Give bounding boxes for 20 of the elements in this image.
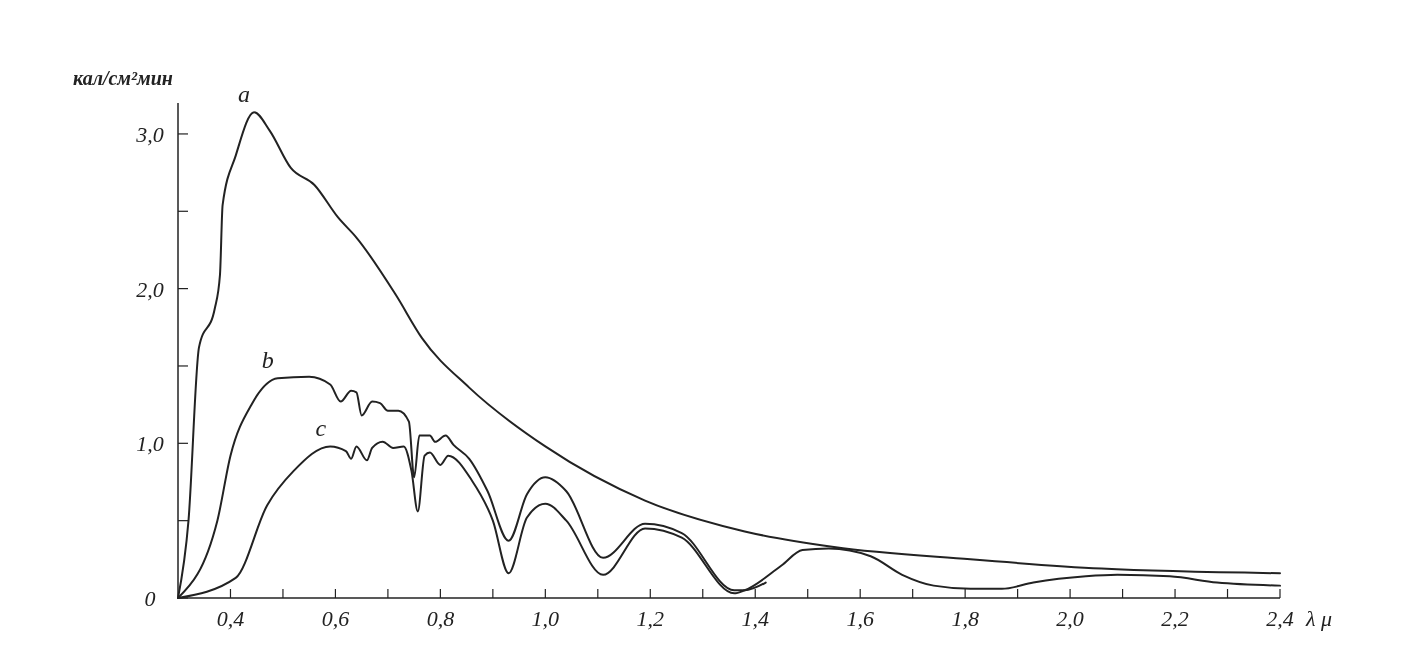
x-tick-label: 1,4 [741,606,769,631]
x-tick-label: 1,6 [846,606,874,631]
x-tick-label: 2,4 [1266,606,1294,631]
x-tick-label: 1,0 [531,606,560,631]
y-tick-label: 2,0 [136,276,164,302]
y-tick-label: 1,0 [136,431,164,457]
x-tick-label: 1,2 [636,606,665,631]
series-label: c [315,415,327,442]
x-axis-title: λ μ [1305,606,1333,631]
x-tick-label: 1,8 [951,606,979,631]
series-label: a [238,81,251,108]
y-tick-label: 3,0 [135,121,164,147]
x-tick-label: 2,0 [1056,606,1084,631]
series-label: b [261,347,274,374]
x-tick-label: 0,4 [216,606,245,631]
x-tick-label: 0,6 [321,606,350,631]
y-axis-title: кал/см²мин [73,67,173,89]
y-tick-label: 0 [144,586,156,611]
x-tick-label: 0,8 [426,606,455,631]
x-tick-label: 2,2 [1161,606,1189,631]
